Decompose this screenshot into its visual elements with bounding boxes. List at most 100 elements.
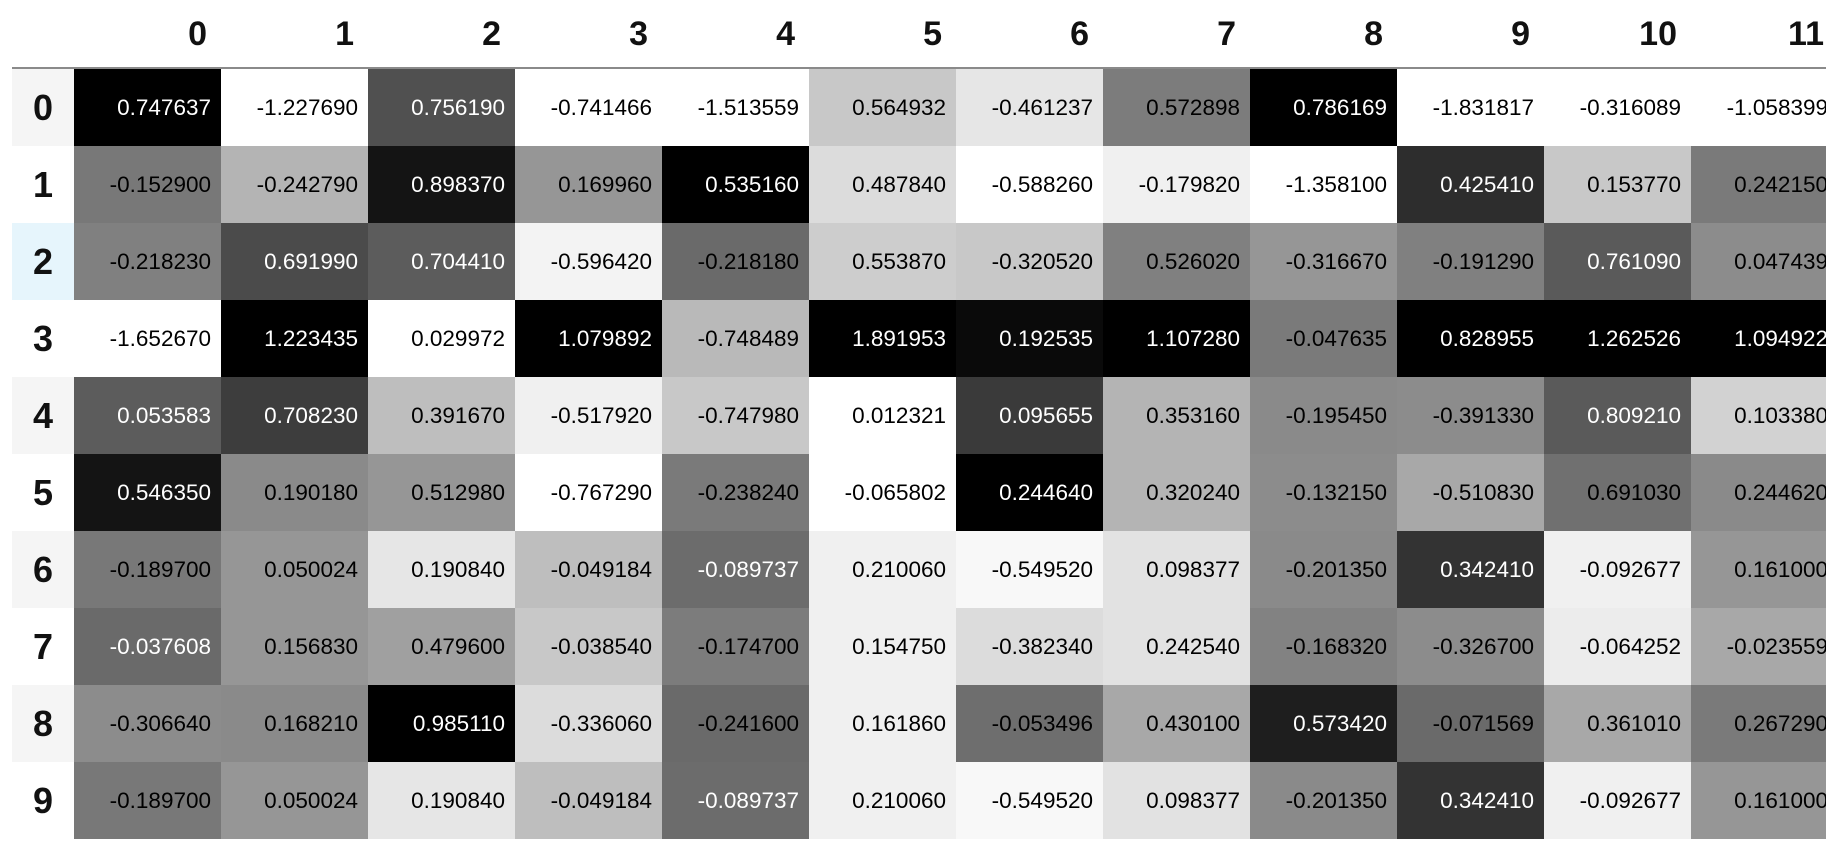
column-header-1[interactable]: 1 [335, 14, 354, 53]
column-header-11[interactable]: 11 [1788, 14, 1824, 53]
table-cell[interactable]: -0.242790 [221, 146, 368, 223]
row-header-2[interactable]: 2 [12, 223, 74, 300]
table-cell[interactable]: 0.320240 [1103, 454, 1250, 531]
column-header-3[interactable]: 3 [629, 14, 648, 53]
column-header-0[interactable]: 0 [188, 14, 207, 53]
table-cell[interactable]: 0.047439 [1691, 223, 1826, 300]
table-cell[interactable]: -0.741466 [515, 69, 662, 146]
table-cell[interactable]: -0.038540 [515, 608, 662, 685]
table-cell[interactable]: 0.098377 [1103, 762, 1250, 839]
table-cell[interactable]: 1.079892 [515, 300, 662, 377]
table-cell[interactable]: -0.306640 [74, 685, 221, 762]
table-cell[interactable]: -0.023559 [1691, 608, 1826, 685]
table-cell[interactable]: 0.361010 [1544, 685, 1691, 762]
table-cell[interactable]: -0.316089 [1544, 69, 1691, 146]
table-cell[interactable]: 0.168210 [221, 685, 368, 762]
table-cell[interactable]: -0.037608 [74, 608, 221, 685]
table-cell[interactable]: 0.747637 [74, 69, 221, 146]
table-cell[interactable]: 0.479600 [368, 608, 515, 685]
table-cell[interactable]: -0.391330 [1397, 377, 1544, 454]
table-cell[interactable]: -0.382340 [956, 608, 1103, 685]
table-cell[interactable]: 0.103380 [1691, 377, 1826, 454]
table-cell[interactable]: -0.092677 [1544, 762, 1691, 839]
table-cell[interactable]: 0.161000 [1691, 762, 1826, 839]
table-cell[interactable]: -1.358100 [1250, 146, 1397, 223]
table-cell[interactable]: -0.065802 [809, 454, 956, 531]
table-cell[interactable]: -0.218180 [662, 223, 809, 300]
table-cell[interactable]: 0.704410 [368, 223, 515, 300]
table-cell[interactable]: -0.549520 [956, 762, 1103, 839]
table-cell[interactable]: 0.244620 [1691, 454, 1826, 531]
table-cell[interactable]: 0.050024 [221, 762, 368, 839]
table-cell[interactable]: -0.588260 [956, 146, 1103, 223]
table-cell[interactable]: -1.227690 [221, 69, 368, 146]
table-cell[interactable]: -0.071569 [1397, 685, 1544, 762]
row-header-1[interactable]: 1 [12, 146, 74, 223]
table-cell[interactable]: -1.058399 [1691, 69, 1826, 146]
data-grid[interactable]: 0 1 2 3 4 5 6 7 8 9 10 11 0 0.747637 -1.227690 0.756190… [12, 0, 1826, 851]
table-cell[interactable]: 0.053583 [74, 377, 221, 454]
table-cell[interactable]: 0.691030 [1544, 454, 1691, 531]
table-cell[interactable]: 0.156830 [221, 608, 368, 685]
column-header-5[interactable]: 5 [923, 14, 942, 53]
table-cell[interactable]: 0.573420 [1250, 685, 1397, 762]
table-cell[interactable]: 0.190840 [368, 762, 515, 839]
table-cell[interactable]: -0.049184 [515, 762, 662, 839]
table-cell[interactable]: -0.767290 [515, 454, 662, 531]
column-header-2[interactable]: 2 [482, 14, 501, 53]
table-cell[interactable]: 0.391670 [368, 377, 515, 454]
table-cell[interactable]: 0.985110 [368, 685, 515, 762]
table-cell[interactable]: 0.553870 [809, 223, 956, 300]
table-cell[interactable]: 0.161000 [1691, 531, 1826, 608]
row-header-4[interactable]: 4 [12, 377, 74, 454]
table-cell[interactable]: 0.161860 [809, 685, 956, 762]
column-header-6[interactable]: 6 [1070, 14, 1089, 53]
table-cell[interactable]: -0.748489 [662, 300, 809, 377]
table-cell[interactable]: -0.089737 [662, 531, 809, 608]
table-cell[interactable]: 0.430100 [1103, 685, 1250, 762]
table-cell[interactable]: 1.107280 [1103, 300, 1250, 377]
row-header-7[interactable]: 7 [12, 608, 74, 685]
table-cell[interactable]: 0.708230 [221, 377, 368, 454]
table-cell[interactable]: -0.089737 [662, 762, 809, 839]
table-cell[interactable]: -0.195450 [1250, 377, 1397, 454]
table-cell[interactable]: 0.691990 [221, 223, 368, 300]
table-cell[interactable]: 0.564932 [809, 69, 956, 146]
table-cell[interactable]: 0.342410 [1397, 762, 1544, 839]
table-cell[interactable]: -0.326700 [1397, 608, 1544, 685]
table-cell[interactable]: -0.132150 [1250, 454, 1397, 531]
table-cell[interactable]: 0.153770 [1544, 146, 1691, 223]
table-cell[interactable]: 0.242150 [1691, 146, 1826, 223]
table-cell[interactable]: -0.064252 [1544, 608, 1691, 685]
table-cell[interactable]: 0.095655 [956, 377, 1103, 454]
table-cell[interactable]: 0.154750 [809, 608, 956, 685]
column-header-8[interactable]: 8 [1364, 14, 1383, 53]
table-cell[interactable]: -0.047635 [1250, 300, 1397, 377]
table-cell[interactable]: -0.510830 [1397, 454, 1544, 531]
table-cell[interactable]: -0.201350 [1250, 531, 1397, 608]
table-cell[interactable]: 1.262526 [1544, 300, 1691, 377]
table-cell[interactable]: 0.353160 [1103, 377, 1250, 454]
table-cell[interactable]: 1.223435 [221, 300, 368, 377]
table-cell[interactable]: 0.169960 [515, 146, 662, 223]
table-cell[interactable]: -0.189700 [74, 762, 221, 839]
table-cell[interactable]: 0.210060 [809, 762, 956, 839]
table-cell[interactable]: -0.191290 [1397, 223, 1544, 300]
row-header-8[interactable]: 8 [12, 685, 74, 762]
table-cell[interactable]: -1.513559 [662, 69, 809, 146]
table-cell[interactable]: -0.092677 [1544, 531, 1691, 608]
table-cell[interactable]: -0.747980 [662, 377, 809, 454]
table-cell[interactable]: 0.190840 [368, 531, 515, 608]
table-cell[interactable]: -0.241600 [662, 685, 809, 762]
table-cell[interactable]: 0.546350 [74, 454, 221, 531]
table-cell[interactable]: 0.098377 [1103, 531, 1250, 608]
column-header-7[interactable]: 7 [1217, 14, 1236, 53]
table-cell[interactable]: -0.461237 [956, 69, 1103, 146]
table-cell[interactable]: 0.050024 [221, 531, 368, 608]
table-cell[interactable]: 0.526020 [1103, 223, 1250, 300]
table-cell[interactable]: -0.053496 [956, 685, 1103, 762]
table-cell[interactable]: -1.652670 [74, 300, 221, 377]
table-cell[interactable]: -0.201350 [1250, 762, 1397, 839]
column-header-4[interactable]: 4 [776, 14, 795, 53]
table-cell[interactable]: 0.425410 [1397, 146, 1544, 223]
